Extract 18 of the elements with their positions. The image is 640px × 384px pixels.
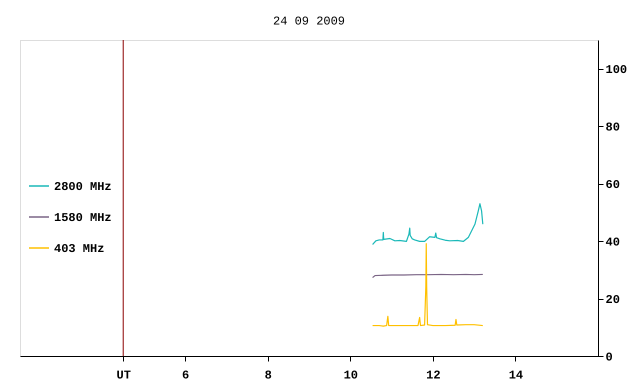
x-tick-label: UT <box>116 368 131 382</box>
line-series <box>372 203 484 246</box>
line-series <box>372 243 484 327</box>
y-tick-label: 100 <box>606 63 628 78</box>
x-tick-label: 8 <box>264 368 272 382</box>
y-tick-label: 40 <box>606 236 620 250</box>
x-tick-label: 10 <box>344 368 358 382</box>
x-tick-label: 14 <box>508 368 524 382</box>
x-tick-label: 6 <box>182 368 190 382</box>
legend-label: 403 MHz <box>54 242 104 256</box>
y-tick-label: 20 <box>606 293 620 308</box>
y-tick-label: 0 <box>606 350 613 364</box>
chart-title: 24 09 2009 <box>272 14 346 28</box>
legend-label: 2800 MHz <box>54 180 112 194</box>
y-tick-label: 80 <box>606 120 620 135</box>
y-tick-label: 60 <box>606 178 620 192</box>
x-tick-label: 12 <box>426 368 441 382</box>
legend-label: 1580 MHz <box>54 211 112 225</box>
